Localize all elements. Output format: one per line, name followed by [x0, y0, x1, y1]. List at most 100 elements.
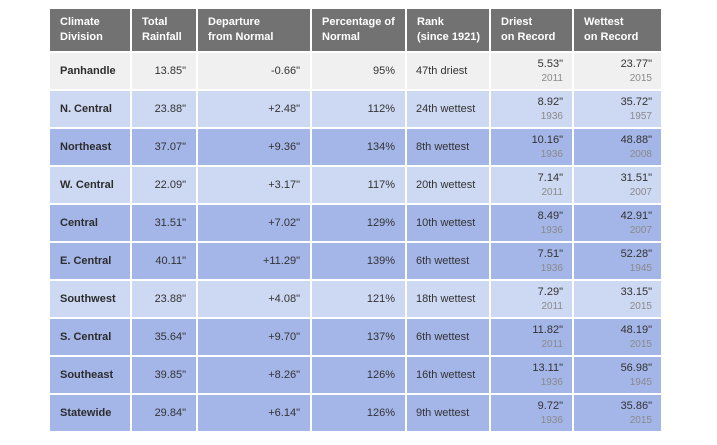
driest-value: 10.16": [531, 134, 563, 146]
percentage-value: 112%: [367, 103, 395, 115]
climate-division-cell: Statewide: [48, 393, 132, 433]
driest-value: 13.11": [532, 362, 563, 374]
wettest-on-record-cell: 33.15" 2015: [572, 279, 663, 319]
driest-value: 7.29": [537, 286, 563, 298]
climate-division-label: Southeast: [60, 369, 114, 381]
header-line: (since 1921): [417, 31, 480, 43]
percentage-value: 126%: [366, 369, 395, 381]
percentage-cell: 126%: [310, 355, 407, 395]
driest-year: 1936: [540, 263, 563, 274]
wettest-on-record-cell: 23.77" 2015: [572, 51, 663, 91]
header-line: from Normal: [208, 31, 274, 43]
percentage-value: 137%: [366, 331, 395, 343]
rank-value: 10th wettest: [416, 217, 476, 229]
departure-cell: +8.26": [196, 355, 312, 395]
climate-division-label: Statewide: [60, 407, 112, 419]
wettest-value: 52.28": [620, 248, 652, 260]
driest-year: 1936: [540, 415, 563, 426]
climate-division-cell: Southeast: [48, 355, 132, 395]
percentage-cell: 121%: [310, 279, 407, 319]
total-rainfall-value: 40.11": [155, 255, 186, 267]
wettest-value: 42.91": [620, 210, 652, 222]
wettest-year: 1945: [629, 377, 652, 388]
header-line: on Record: [501, 31, 556, 43]
header-line: Division: [60, 31, 103, 43]
total-rainfall-cell: 31.51": [130, 203, 198, 243]
wettest-value: 35.72": [620, 96, 652, 108]
driest-on-record-cell: 7.29" 2011: [489, 279, 574, 319]
wettest-on-record-cell: 31.51" 2007: [572, 165, 663, 205]
wettest-on-record-cell: 48.88" 2008: [572, 127, 663, 167]
total-rainfall-cell: 23.88": [130, 279, 198, 319]
wettest-on-record-cell: 35.72" 1957: [572, 89, 663, 129]
departure-value: +3.17": [268, 179, 300, 191]
table-row: Northeast 37.07" +9.36" 134% 8th wettest…: [48, 127, 663, 167]
table-row: Southwest 23.88" +4.08" 121% 18th wettes…: [48, 279, 663, 319]
total-rainfall-cell: 23.88": [130, 89, 198, 129]
total-rainfall-cell: 40.11": [130, 241, 198, 281]
driest-on-record-cell: 11.82" 2011: [489, 317, 574, 357]
wettest-on-record-cell: 48.19" 2015: [572, 317, 663, 357]
wettest-year: 1945: [629, 263, 652, 274]
rank-value: 47th driest: [416, 65, 468, 77]
header-departure-from-normal: Departure from Normal: [196, 7, 312, 53]
table-row: Central 31.51" +7.02" 129% 10th wettest …: [48, 203, 663, 243]
climate-division-label: S. Central: [60, 331, 112, 343]
percentage-value: 139%: [366, 255, 395, 267]
climate-division-label: N. Central: [60, 103, 112, 115]
header-line: Rainfall: [142, 31, 182, 43]
header-line: Percentage of: [322, 16, 395, 28]
departure-cell: +9.70": [196, 317, 312, 357]
total-rainfall-value: 35.64": [154, 331, 186, 343]
wettest-year: 2015: [629, 415, 652, 426]
climate-division-cell: E. Central: [48, 241, 132, 281]
departure-value: -0.66": [271, 65, 300, 77]
percentage-value: 134%: [366, 141, 395, 153]
percentage-value: 121%: [366, 293, 395, 305]
driest-on-record-cell: 8.92" 1936: [489, 89, 574, 129]
header-line: Departure: [208, 16, 260, 28]
climate-division-label: Central: [60, 217, 98, 229]
percentage-cell: 129%: [310, 203, 407, 243]
wettest-on-record-cell: 56.98" 1945: [572, 355, 663, 395]
departure-value: +7.02": [268, 217, 300, 229]
rank-value: 9th wettest: [416, 407, 470, 419]
percentage-value: 126%: [366, 407, 395, 419]
climate-division-cell: Panhandle: [48, 51, 132, 91]
departure-value: +6.14": [268, 407, 300, 419]
climate-division-cell: Northeast: [48, 127, 132, 167]
climate-division-label: Northeast: [60, 141, 112, 153]
driest-on-record-cell: 8.49" 1936: [489, 203, 574, 243]
climate-division-label: W. Central: [60, 179, 114, 191]
table-row: Statewide 29.84" +6.14" 126% 9th wettest…: [48, 393, 663, 433]
header-percentage-of-normal: Percentage of Normal: [310, 7, 407, 53]
departure-cell: +6.14": [196, 393, 312, 433]
header-row: Climate Division Total Rainfall Departure f…: [48, 7, 663, 53]
wettest-year: 2015: [629, 73, 652, 84]
percentage-cell: 126%: [310, 393, 407, 433]
wettest-on-record-cell: 52.28" 1945: [572, 241, 663, 281]
wettest-on-record-cell: 42.91" 2007: [572, 203, 663, 243]
driest-value: 8.92": [537, 96, 563, 108]
wettest-year: 2007: [629, 225, 652, 236]
rank-cell: 10th wettest: [405, 203, 491, 243]
rank-value: 6th wettest: [416, 331, 470, 343]
header-line: Climate: [60, 16, 100, 28]
wettest-value: 23.77": [620, 58, 652, 70]
header-line: Rank: [417, 16, 444, 28]
table-row: Panhandle 13.85" -0.66" 95% 47th driest …: [48, 51, 663, 91]
rank-cell: 24th wettest: [405, 89, 491, 129]
climate-division-cell: N. Central: [48, 89, 132, 129]
wettest-value: 56.98": [620, 362, 652, 374]
driest-on-record-cell: 5.53" 2011: [489, 51, 574, 91]
header-line: Normal: [322, 31, 360, 43]
total-rainfall-cell: 39.85": [130, 355, 198, 395]
rank-cell: 16th wettest: [405, 355, 491, 395]
departure-cell: +3.17": [196, 165, 312, 205]
rank-value: 16th wettest: [416, 369, 476, 381]
table-row: N. Central 23.88" +2.48" 112% 24th wette…: [48, 89, 663, 129]
rank-cell: 9th wettest: [405, 393, 491, 433]
climate-division-label: Panhandle: [60, 65, 116, 77]
driest-year: 1936: [540, 225, 563, 236]
percentage-value: 129%: [366, 217, 395, 229]
